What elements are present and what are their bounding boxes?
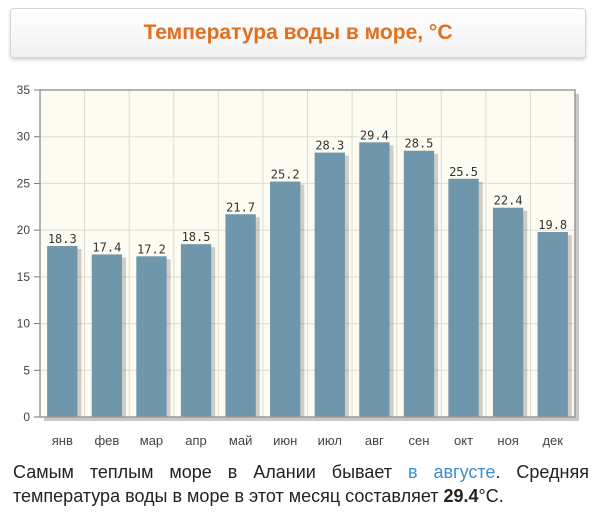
data-label: 28.3 bbox=[315, 139, 344, 153]
x-tick-label: сен bbox=[408, 433, 429, 448]
data-label: 18.3 bbox=[48, 232, 77, 246]
bar bbox=[537, 232, 568, 417]
caption-text-2: . Средняя температура воды в море в этот… bbox=[13, 462, 589, 506]
data-label: 19.8 bbox=[538, 218, 567, 232]
bar bbox=[136, 256, 167, 417]
y-tick-label: 10 bbox=[17, 317, 31, 331]
y-tick-label: 30 bbox=[17, 130, 31, 144]
bar bbox=[403, 150, 435, 417]
y-tick-label: 20 bbox=[17, 223, 31, 237]
chart-title-box: Температура воды в море, °C bbox=[10, 8, 586, 58]
x-tick-label: май bbox=[229, 433, 252, 448]
x-tick-label: фев bbox=[94, 433, 119, 448]
data-label: 25.5 bbox=[449, 165, 478, 179]
data-label: 25.2 bbox=[271, 168, 300, 182]
x-tick-label: июн bbox=[273, 433, 297, 448]
y-tick-label: 5 bbox=[23, 363, 30, 377]
bar bbox=[225, 214, 256, 417]
x-tick-label: авг bbox=[365, 433, 384, 448]
y-tick-label: 15 bbox=[17, 270, 31, 284]
y-tick-label: 35 bbox=[17, 83, 31, 97]
data-label: 21.7 bbox=[226, 200, 255, 214]
x-tick-label: мар bbox=[140, 433, 163, 448]
data-label: 18.5 bbox=[182, 230, 211, 244]
data-label: 29.4 bbox=[360, 128, 389, 142]
bar bbox=[492, 207, 524, 417]
bar bbox=[314, 152, 345, 417]
x-tick-label: ноя bbox=[497, 433, 518, 448]
data-label: 22.4 bbox=[494, 194, 523, 208]
x-tick-label: июл bbox=[318, 433, 342, 448]
bar bbox=[180, 244, 212, 417]
caption-value: 29.4 bbox=[443, 486, 479, 506]
bar bbox=[91, 254, 123, 417]
data-label: 17.2 bbox=[137, 242, 166, 256]
water-temperature-chart: 0 5 10 15 20 25 30 35 18.3 янв 17.4 фев 17.2 мар 18.5 а… bbox=[17, 83, 579, 448]
y-tick-label: 25 bbox=[17, 176, 31, 190]
caption-text-1: Самым теплым море в Алании бывает bbox=[13, 462, 408, 482]
caption-unit: °C. bbox=[478, 486, 504, 506]
data-label: 28.5 bbox=[405, 137, 434, 151]
august-link[interactable]: в августе bbox=[407, 462, 496, 482]
y-tick-label: 0 bbox=[23, 410, 30, 424]
chart-title: Температура воды в море, °C bbox=[143, 21, 453, 44]
data-label: 17.4 bbox=[92, 240, 121, 254]
plot-frame bbox=[39, 89, 576, 418]
caption: Самым теплым море в Алании бывает в авгу… bbox=[13, 460, 589, 508]
bar bbox=[47, 246, 78, 417]
x-tick-label: апр bbox=[185, 433, 207, 448]
bar bbox=[359, 142, 390, 417]
x-tick-label: янв bbox=[52, 433, 73, 448]
bar bbox=[448, 178, 479, 417]
x-tick-label: окт bbox=[454, 433, 473, 448]
x-tick-label: дек bbox=[542, 433, 563, 448]
bar bbox=[270, 181, 301, 417]
